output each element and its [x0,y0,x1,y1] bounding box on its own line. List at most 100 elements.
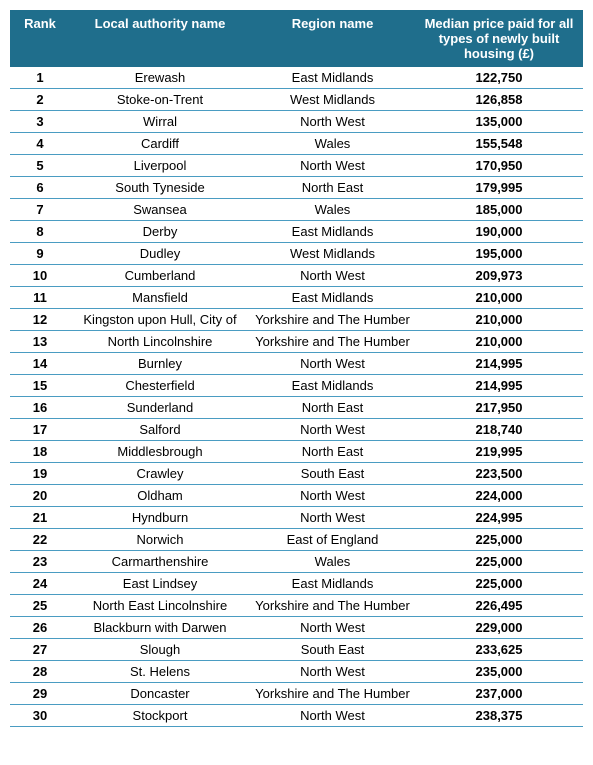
cell-authority: East Lindsey [70,573,250,595]
cell-region: West Midlands [250,89,415,111]
table-row: 26Blackburn with DarwenNorth West229,000 [10,617,583,639]
cell-region: North West [250,617,415,639]
cell-region: North West [250,705,415,727]
cell-rank: 27 [10,639,70,661]
cell-price: 126,858 [415,89,583,111]
cell-authority: Middlesbrough [70,441,250,463]
cell-region: East Midlands [250,375,415,397]
cell-region: South East [250,463,415,485]
cell-region: West Midlands [250,243,415,265]
col-region: Region name [250,10,415,67]
cell-region: Wales [250,133,415,155]
cell-authority: Dudley [70,243,250,265]
cell-region: Yorkshire and The Humber [250,331,415,353]
cell-price: 235,000 [415,661,583,683]
cell-region: North East [250,177,415,199]
cell-rank: 21 [10,507,70,529]
cell-price: 233,625 [415,639,583,661]
cell-authority: St. Helens [70,661,250,683]
table-header: Rank Local authority name Region name Me… [10,10,583,67]
cell-rank: 10 [10,265,70,287]
cell-price: 237,000 [415,683,583,705]
cell-rank: 12 [10,309,70,331]
cell-region: East Midlands [250,287,415,309]
cell-rank: 14 [10,353,70,375]
cell-rank: 18 [10,441,70,463]
cell-price: 122,750 [415,67,583,89]
table-row: 17SalfordNorth West218,740 [10,419,583,441]
cell-rank: 22 [10,529,70,551]
cell-authority: Slough [70,639,250,661]
table-row: 5LiverpoolNorth West170,950 [10,155,583,177]
cell-rank: 17 [10,419,70,441]
cell-rank: 8 [10,221,70,243]
table-row: 30StockportNorth West238,375 [10,705,583,727]
table-row: 13North LincolnshireYorkshire and The Hu… [10,331,583,353]
cell-region: East Midlands [250,573,415,595]
cell-rank: 4 [10,133,70,155]
cell-authority: Sunderland [70,397,250,419]
cell-authority: North Lincolnshire [70,331,250,353]
cell-authority: North East Lincolnshire [70,595,250,617]
cell-rank: 28 [10,661,70,683]
cell-price: 223,500 [415,463,583,485]
col-rank: Rank [10,10,70,67]
table-row: 6South TynesideNorth East179,995 [10,177,583,199]
table-row: 28St. HelensNorth West235,000 [10,661,583,683]
cell-price: 225,000 [415,573,583,595]
cell-authority: Derby [70,221,250,243]
cell-rank: 5 [10,155,70,177]
cell-price: 224,995 [415,507,583,529]
table-row: 18MiddlesbroughNorth East219,995 [10,441,583,463]
cell-price: 219,995 [415,441,583,463]
cell-price: 229,000 [415,617,583,639]
cell-region: North West [250,111,415,133]
cell-rank: 30 [10,705,70,727]
cell-rank: 26 [10,617,70,639]
table-row: 8DerbyEast Midlands190,000 [10,221,583,243]
table-row: 7SwanseaWales185,000 [10,199,583,221]
cell-region: North West [250,353,415,375]
cell-region: North East [250,441,415,463]
cell-price: 135,000 [415,111,583,133]
cell-price: 185,000 [415,199,583,221]
table-row: 1ErewashEast Midlands122,750 [10,67,583,89]
cell-price: 214,995 [415,375,583,397]
table-row: 11MansfieldEast Midlands210,000 [10,287,583,309]
col-authority: Local authority name [70,10,250,67]
table-row: 20OldhamNorth West224,000 [10,485,583,507]
cell-region: Wales [250,551,415,573]
cell-authority: Chesterfield [70,375,250,397]
cell-rank: 1 [10,67,70,89]
cell-rank: 23 [10,551,70,573]
col-price: Median price paid for all types of newly… [415,10,583,67]
cell-rank: 9 [10,243,70,265]
cell-region: Wales [250,199,415,221]
cell-price: 225,000 [415,551,583,573]
cell-authority: Liverpool [70,155,250,177]
cell-price: 179,995 [415,177,583,199]
cell-rank: 24 [10,573,70,595]
cell-rank: 7 [10,199,70,221]
cell-rank: 11 [10,287,70,309]
table-row: 22NorwichEast of England225,000 [10,529,583,551]
table-row: 12Kingston upon Hull, City ofYorkshire a… [10,309,583,331]
cell-authority: Salford [70,419,250,441]
cell-region: North East [250,397,415,419]
cell-price: 170,950 [415,155,583,177]
cell-price: 210,000 [415,309,583,331]
cell-authority: Hyndburn [70,507,250,529]
cell-authority: Stockport [70,705,250,727]
cell-price: 210,000 [415,331,583,353]
cell-region: North West [250,507,415,529]
cell-rank: 13 [10,331,70,353]
cell-authority: Doncaster [70,683,250,705]
cell-rank: 15 [10,375,70,397]
cell-region: North West [250,419,415,441]
cell-rank: 25 [10,595,70,617]
table-row: 19CrawleySouth East223,500 [10,463,583,485]
cell-price: 155,548 [415,133,583,155]
cell-price: 238,375 [415,705,583,727]
cell-price: 225,000 [415,529,583,551]
cell-region: South East [250,639,415,661]
